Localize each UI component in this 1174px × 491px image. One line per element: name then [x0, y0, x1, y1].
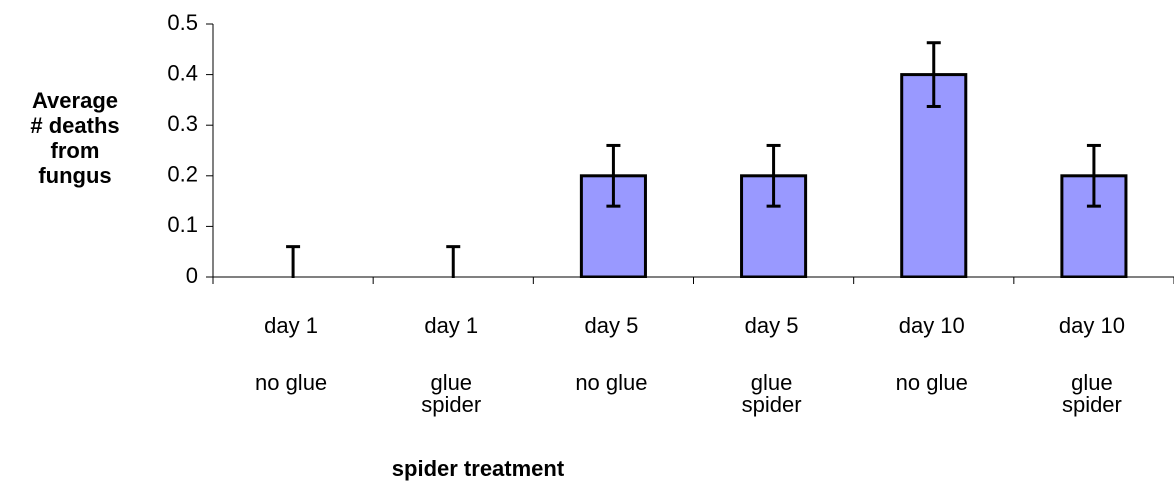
x-tick-label: day 5 — [585, 313, 639, 338]
bar — [900, 73, 968, 278]
x-tick-label: no glue — [255, 370, 327, 395]
x-tick-label: spider — [742, 392, 802, 417]
x-tick-label: day 10 — [1059, 313, 1125, 338]
error-bar — [446, 245, 461, 278]
x-tick-label: no glue — [896, 370, 968, 395]
x-axis-title: spider treatment — [392, 456, 565, 481]
error-bar — [766, 143, 781, 208]
x-tick-label: glue — [1071, 370, 1113, 395]
x-tick-label: glue — [430, 370, 472, 395]
x-tick-label: spider — [421, 392, 481, 417]
y-axis-title: fungus — [38, 163, 111, 188]
y-tick-label: 0.2 — [167, 162, 198, 187]
y-tick-label: 0.4 — [167, 60, 198, 85]
y-axis-title: from — [51, 138, 100, 163]
bar — [740, 174, 808, 278]
x-tick-label: day 10 — [899, 313, 965, 338]
y-tick-label: 0 — [186, 263, 198, 288]
y-tick-label: 0.1 — [167, 212, 198, 237]
x-tick-label: day 1 — [264, 313, 318, 338]
y-tick-label: 0.3 — [167, 111, 198, 136]
x-tick-label: glue — [751, 370, 793, 395]
x-tick-label: day 1 — [424, 313, 478, 338]
x-tick-label: no glue — [575, 370, 647, 395]
x-tick-label: spider — [1062, 392, 1122, 417]
error-bar — [926, 41, 941, 108]
y-axis-title: Average — [32, 88, 118, 113]
error-bar — [1086, 143, 1101, 208]
x-tick-label: day 5 — [745, 313, 799, 338]
y-tick-label: 0.5 — [167, 10, 198, 35]
error-bar — [606, 143, 621, 208]
error-bar — [286, 245, 301, 278]
y-axis-title: # deaths — [30, 113, 119, 138]
plot-area — [286, 41, 1128, 278]
